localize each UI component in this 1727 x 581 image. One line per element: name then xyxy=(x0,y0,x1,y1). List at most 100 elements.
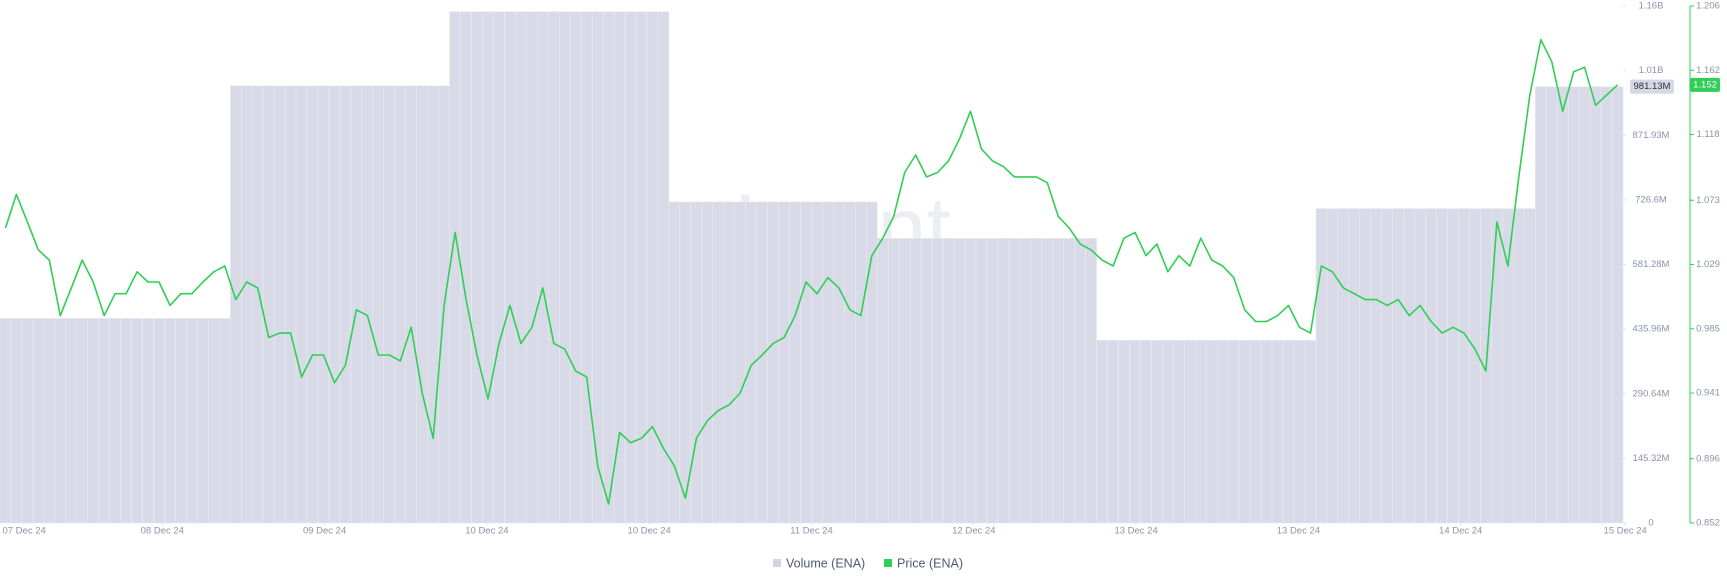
volume-bar xyxy=(328,85,341,524)
volume-bar xyxy=(986,238,999,524)
volume-bar xyxy=(197,318,209,524)
volume-bar xyxy=(1436,208,1448,524)
volume-bar xyxy=(350,85,363,524)
volume-bar xyxy=(723,201,736,524)
volume-bar xyxy=(1469,208,1481,524)
volume-bar xyxy=(1359,208,1372,524)
volume-bar xyxy=(1271,339,1284,524)
price-badge xyxy=(1690,77,1720,92)
volume-bar xyxy=(909,238,922,524)
volume-bar xyxy=(219,318,231,524)
y-tick-label: 871.93M xyxy=(1633,130,1670,141)
volume-bar xyxy=(1589,86,1602,524)
x-tick-label: 12 Dec 24 xyxy=(952,526,995,537)
volume-bar xyxy=(833,201,845,524)
volume-bar xyxy=(208,318,220,524)
volume-bar xyxy=(1534,86,1547,524)
volume-bar xyxy=(21,318,34,524)
y-tick-label: 1.01B xyxy=(1639,65,1664,76)
volume-bar xyxy=(1392,208,1404,524)
volume-bar xyxy=(964,238,977,524)
volume-bar xyxy=(1326,208,1339,524)
volume-bar xyxy=(43,318,56,524)
price-line xyxy=(4,38,1619,505)
volume-bar xyxy=(1567,86,1580,524)
volume-bar xyxy=(1249,339,1262,524)
volume-bar xyxy=(1293,339,1306,524)
volume-bar xyxy=(131,318,143,524)
y-tick-label: 290.64M xyxy=(1633,388,1670,399)
x-tick-label: 08 Dec 24 xyxy=(141,526,184,537)
volume-bar xyxy=(1107,339,1119,524)
y-tick-label: 145.32M xyxy=(1633,453,1670,464)
volume-bar xyxy=(569,11,582,524)
volume-bar xyxy=(317,85,330,524)
volume-bar xyxy=(1074,238,1086,524)
volume-bar xyxy=(1238,339,1251,524)
legend-swatch xyxy=(884,559,892,567)
volume-bar xyxy=(1162,339,1174,524)
x-tick-label: 07 Dec 24 xyxy=(2,526,45,537)
volume-bar xyxy=(1118,339,1130,524)
x-tick-label: 10 Dec 24 xyxy=(465,526,508,537)
volume-bar xyxy=(1447,208,1459,524)
volume-bar xyxy=(153,318,165,524)
volume-bar xyxy=(427,85,439,524)
volume-bar xyxy=(339,85,352,524)
volume-bar xyxy=(76,318,89,524)
volume-bar xyxy=(1491,208,1503,524)
volume-bar xyxy=(1524,208,1536,524)
volume-bar xyxy=(1282,339,1295,524)
volume-badge xyxy=(1630,79,1674,94)
volume-bar xyxy=(1129,339,1141,524)
volume-bar xyxy=(789,201,801,524)
volume-bar xyxy=(898,238,911,524)
volume-bar xyxy=(975,238,988,524)
y-tick-label: 1.16B xyxy=(1639,1,1664,12)
volume-bar xyxy=(493,11,505,524)
volume-bar xyxy=(471,11,483,524)
x-tick-label: 09 Dec 24 xyxy=(303,526,346,537)
volume-bar xyxy=(1337,208,1350,524)
x-tick-label: 11 Dec 24 xyxy=(790,526,833,537)
volume-bar xyxy=(1381,208,1394,524)
x-tick-label: 13 Dec 24 xyxy=(1114,526,1157,537)
volume-bar xyxy=(734,201,747,524)
volume-bar xyxy=(273,85,286,524)
x-tick-label: 13 Dec 24 xyxy=(1277,526,1320,537)
volume-bar xyxy=(405,85,418,524)
volume-bar xyxy=(109,318,121,524)
volume-bar xyxy=(87,318,99,524)
x-tick-label: 15 Dec 24 xyxy=(1604,526,1647,537)
y2-tick-label: 1.206 xyxy=(1696,1,1720,12)
volume-bar xyxy=(602,11,615,524)
volume-bar xyxy=(482,11,494,524)
y2-tick-label: 0.941 xyxy=(1696,388,1720,399)
volume-bar xyxy=(1545,86,1558,524)
volume-bar xyxy=(1151,339,1163,524)
x-tick-label: 14 Dec 24 xyxy=(1439,526,1482,537)
volume-bar xyxy=(931,238,944,524)
volume-bar xyxy=(920,238,933,524)
volume-bar xyxy=(1414,208,1426,524)
volume-bar xyxy=(844,201,856,524)
volume-bar xyxy=(712,201,725,524)
volume-bar xyxy=(1205,339,1218,524)
volume-bar xyxy=(887,238,900,524)
volume-bar xyxy=(756,201,768,524)
volume-bars xyxy=(0,11,1624,524)
volume-bar xyxy=(262,85,275,524)
volume-bar xyxy=(1578,86,1591,524)
price-badge-label: 1.152 xyxy=(1693,79,1717,90)
volume-bar xyxy=(175,318,187,524)
volume-bar xyxy=(306,85,319,524)
y2-tick-label: 1.118 xyxy=(1696,129,1719,140)
volume-bar xyxy=(295,85,308,524)
volume-bar xyxy=(1600,86,1613,524)
volume-bar xyxy=(526,11,538,524)
volume-bar xyxy=(1458,208,1470,524)
volume-bar xyxy=(54,318,67,524)
volume-bar xyxy=(460,11,472,524)
